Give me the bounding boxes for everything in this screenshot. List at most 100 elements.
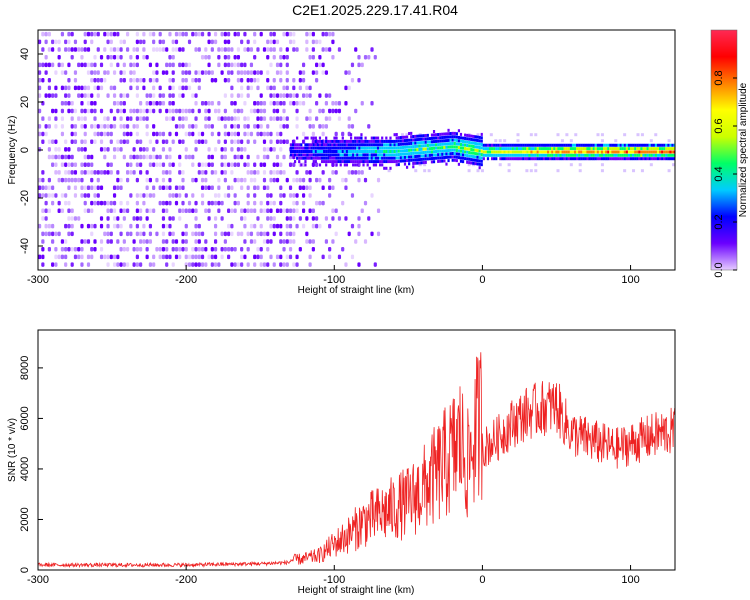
spectrogram-noise-cell — [158, 31, 162, 37]
spectrogram-ridge-cell — [457, 149, 461, 153]
spectrogram-noise-cell — [318, 24, 321, 29]
spectrogram-ridge-cell — [654, 147, 658, 151]
spectrogram-noise-cell — [54, 162, 58, 167]
spectrogram-ridge-cell — [499, 150, 502, 154]
spectrogram-noise-cell — [308, 85, 312, 91]
spectrogram-ridge-cell — [493, 150, 496, 154]
spectrogram-noise-cell — [109, 62, 113, 68]
spectrogram-ridge-cell — [470, 141, 473, 145]
spectrogram-ridge-cell — [360, 133, 363, 137]
spectrogram-ridge-cell — [642, 157, 645, 161]
spectrogram-ridge-cell — [451, 131, 454, 135]
spectrogram-noise-cell — [240, 177, 244, 183]
spectrogram-noise-cell — [83, 193, 87, 198]
spectrogram-noise-cell — [80, 124, 84, 129]
spectrogram-ridge-cell — [582, 147, 585, 151]
spectrogram-noise-cell — [47, 93, 51, 98]
spectrogram-noise-cell — [165, 262, 169, 267]
spectrogram-noise-cell — [90, 78, 94, 83]
spectrogram-noise-cell — [357, 62, 361, 68]
spectrogram-noise-cell — [161, 93, 166, 98]
spectrogram-ridge-cell — [464, 153, 467, 157]
spectrogram-noise-cell — [529, 169, 533, 173]
spectrogram-noise-cell — [116, 185, 120, 191]
spectrogram-ridge-cell — [418, 158, 421, 162]
spectrogram-noise-cell — [109, 170, 113, 175]
spectrogram-noise-cell — [77, 177, 81, 183]
spectrogram-noise-cell — [64, 262, 68, 267]
spectrogram-noise-cell — [334, 101, 338, 106]
y-tick-label: 0 — [19, 147, 31, 153]
spectrogram-noise-cell — [90, 124, 94, 129]
spectrogram-ridge-cell — [611, 147, 614, 151]
spectrogram-noise-cell — [158, 154, 162, 160]
spectrogram-noise-cell — [328, 93, 332, 98]
spectrogram-ridge-cell — [368, 146, 371, 150]
spectrogram-ridge-cell — [437, 136, 440, 140]
spectrogram-ridge-cell — [345, 153, 349, 157]
spectrogram-ridge-cell — [393, 156, 396, 160]
spectrogram-ridge-cell — [405, 155, 409, 159]
spectrogram-noise-cell — [125, 31, 130, 37]
spectrogram-noise-cell — [259, 131, 263, 137]
spectrogram-ridge-cell — [381, 153, 384, 157]
spectrogram-ridge-cell — [403, 149, 407, 153]
spectrogram-ridge-cell — [453, 135, 456, 139]
spectrogram-ridge-cell — [571, 147, 575, 151]
spectrogram-noise-cell — [83, 154, 87, 160]
spectrogram-noise-cell — [311, 31, 315, 37]
spectrogram-ridge-cell — [358, 139, 361, 143]
spectrogram-ridge-cell — [663, 150, 666, 154]
spectrogram-noise-cell — [116, 223, 120, 229]
spectrogram-noise-cell — [667, 139, 671, 143]
spectrogram-ridge-cell — [416, 144, 419, 148]
spectrogram-noise-cell — [60, 208, 65, 214]
spectrogram-ridge-cell — [663, 157, 666, 161]
spectrogram-ridge-cell — [486, 143, 490, 147]
spectrogram-noise-cell — [259, 162, 263, 167]
spectrogram-noise-cell — [354, 108, 358, 114]
spectrogram-noise-cell — [139, 39, 143, 45]
spectrogram-ridge-cell — [333, 139, 336, 143]
spectrogram-ridge-cell — [325, 156, 328, 160]
colorbar-tick-label: 0.2 — [713, 214, 725, 229]
spectrogram-ridge-cell — [650, 143, 653, 147]
spectrogram-noise-cell — [132, 239, 136, 244]
spectrogram-ridge-cell — [356, 139, 359, 143]
spectrogram-ridge-cell — [544, 153, 548, 157]
spectrogram-ridge-cell — [437, 153, 440, 157]
spectrogram-noise-cell — [243, 116, 247, 121]
spectrogram-ridge-cell — [445, 152, 448, 156]
colorbar-tick-label: 0.4 — [713, 166, 725, 181]
spectrogram-noise-cell — [318, 200, 322, 206]
spectrogram-noise-cell — [181, 170, 185, 175]
spectrogram-ridge-cell — [671, 150, 674, 154]
spectrogram-ridge-cell — [538, 153, 541, 157]
spectrogram-noise-cell — [578, 169, 582, 173]
spectrogram-ridge-cell — [584, 153, 587, 157]
spectrogram-ridge-cell — [536, 147, 539, 151]
spectrogram-ridge-cell — [563, 143, 566, 147]
spectrogram-noise-cell — [125, 170, 130, 175]
spectrogram-noise-cell — [96, 47, 100, 52]
spectrogram-noise-cell — [357, 54, 361, 60]
spectrogram-ridge-cell — [600, 150, 604, 154]
spectrogram-noise-cell — [38, 93, 42, 98]
spectrogram-ridge-cell — [308, 143, 311, 147]
spectrogram-ridge-cell — [592, 157, 595, 161]
spectrogram-noise-cell — [93, 193, 97, 198]
spectrogram-noise-cell — [197, 31, 201, 37]
spectrogram-noise-cell — [109, 108, 113, 114]
spectrogram-noise-cell — [99, 124, 104, 129]
spectrogram-noise-cell — [262, 101, 267, 106]
spectrogram-noise-cell — [308, 262, 312, 267]
spectrogram-noise-cell — [200, 193, 205, 198]
spectrogram-noise-cell — [246, 85, 250, 91]
spectrogram-noise-cell — [165, 108, 169, 114]
spectrogram-noise-cell — [155, 154, 159, 160]
spectrogram-noise-cell — [275, 177, 280, 183]
spectrogram-noise-cell — [112, 116, 117, 121]
spectrogram-noise-cell — [47, 223, 51, 229]
spectrogram-noise-cell — [253, 101, 257, 106]
spectrogram-noise-cell — [295, 170, 299, 175]
